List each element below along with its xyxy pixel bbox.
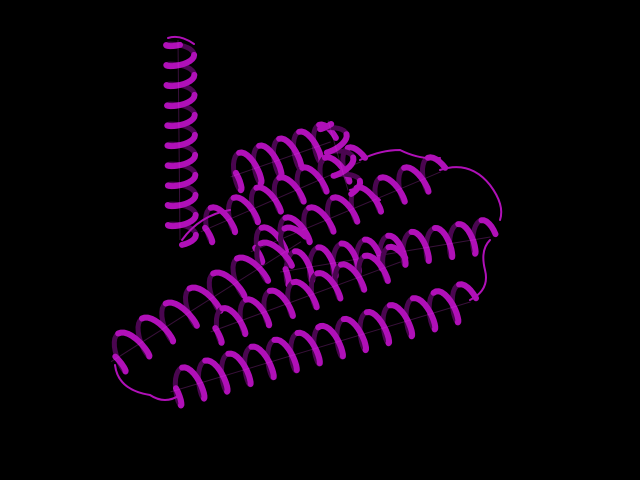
loop-coil-5: [439, 166, 503, 221]
helix-ribbon-3-front: [202, 144, 369, 246]
helix-axis-2: [230, 141, 331, 178]
loop-coil-3: [114, 364, 181, 401]
helix-ribbon-1-front: [163, 41, 199, 248]
helix-axis-9: [327, 120, 349, 191]
helix-axis-6: [110, 241, 302, 363]
loop-coil-4: [469, 239, 491, 301]
loop-coil-1: [167, 35, 195, 45]
helix-ribbon-4-front: [252, 154, 449, 266]
loop-coil-6: [359, 148, 441, 161]
protein-ribbon-group: [110, 35, 503, 409]
helix-ribbon-8-front: [173, 281, 479, 409]
helix-axis-8: [170, 301, 471, 393]
helix-axis-7: [210, 261, 401, 333]
helix-ribbon-7-front: [212, 243, 409, 346]
helix-ribbon-2-front: [232, 121, 339, 194]
helix-ribbon-6-front: [112, 224, 309, 375]
helix-ribbon-9-front: [317, 121, 364, 197]
helix-ribbon-5-front: [282, 217, 499, 288]
loop-coil-7: [349, 187, 381, 201]
loop-coil-2: [181, 209, 231, 241]
helix-axis-1: [177, 40, 181, 241]
